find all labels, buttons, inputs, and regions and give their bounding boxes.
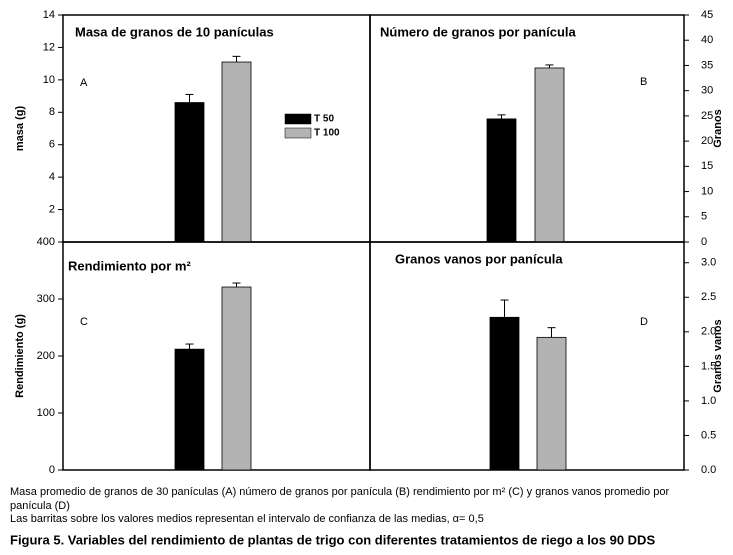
y-tick-label: 2.0 [701,326,716,338]
panel-label: D [640,316,648,328]
bar [221,286,252,471]
y-tick-label: 6 [49,139,55,151]
bar [174,348,205,471]
y-tick-label: 0.5 [701,429,716,441]
bar [486,118,517,243]
y-tick-label: 1.0 [701,395,716,407]
y-axis-label: Granos vanos [712,319,724,392]
y-axis-label: Rendimiento (g) [14,314,26,398]
y-tick-label: 35 [701,59,713,71]
y-tick-label: 8 [49,106,55,118]
y-tick-label: 4 [49,171,55,183]
bar [489,316,520,471]
y-tick-label: 12 [43,41,55,53]
y-axis-label: Granos [712,109,724,148]
bar [174,102,205,243]
y-axis-label: masa (g) [14,106,26,152]
y-tick-label: 40 [701,34,713,46]
y-tick-label: 1.5 [701,360,716,372]
y-tick-label: 0 [49,464,55,476]
y-tick-label: 0 [701,236,707,248]
y-tick-label: 10 [701,185,713,197]
y-tick-label: 300 [37,293,55,305]
y-tick-label: 0.0 [701,464,716,476]
panel-label: C [80,316,88,328]
panel-title: Granos vanos por panícula [395,251,563,266]
y-tick-label: 20 [701,135,713,147]
legend-swatch [284,127,312,139]
y-tick-label: 25 [701,110,713,122]
panel-frame [369,241,685,471]
caption-line: Masa promedio de granos de 30 panículas … [10,486,669,498]
y-tick-label: 30 [701,85,713,97]
caption-line: Las barritas sobre los valores medios re… [10,513,484,525]
panel-title: Número de granos por panícula [380,24,577,39]
legend-label: T 100 [314,128,340,139]
y-tick-label: 45 [701,9,713,21]
panel-frame [369,14,685,243]
panel-label: B [640,76,647,88]
y-tick-label: 2 [49,203,55,215]
caption-line: panícula (D) [10,500,70,512]
bar [221,61,252,243]
panel-label: A [80,77,88,89]
y-tick-label: 10 [43,74,55,86]
panel-title: Masa de granos de 10 panículas [75,24,274,39]
bar [536,336,567,471]
y-tick-label: 5 [701,211,707,223]
figure-caption: Figura 5. Variables del rendimiento de p… [10,532,655,547]
legend-label: T 50 [314,114,334,125]
panel-title: Rendimiento por m² [68,258,191,273]
y-tick-label: 200 [37,350,55,362]
bar [534,67,565,243]
legend-swatch [284,113,312,125]
y-tick-label: 400 [37,236,55,248]
y-tick-label: 3.0 [701,257,716,269]
y-tick-label: 14 [43,9,55,21]
panel-frame [62,241,371,471]
y-tick-label: 2.5 [701,291,716,303]
y-tick-label: 100 [37,407,55,419]
y-tick-label: 15 [701,160,713,172]
